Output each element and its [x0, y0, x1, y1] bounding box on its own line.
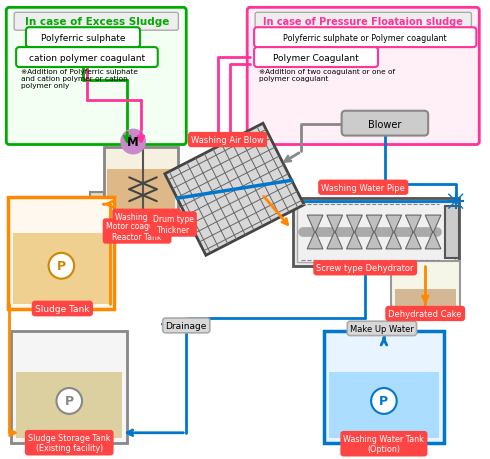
Bar — [329, 372, 439, 438]
FancyBboxPatch shape — [26, 28, 140, 48]
Circle shape — [49, 253, 74, 279]
Bar — [11, 332, 127, 443]
Polygon shape — [425, 216, 441, 234]
Polygon shape — [366, 231, 382, 249]
Text: Washing Water Tank
(Option): Washing Water Tank (Option) — [343, 434, 424, 453]
Text: Washing Water Pipe: Washing Water Pipe — [321, 183, 405, 192]
Text: Screw type Dehydrator: Screw type Dehydrator — [317, 263, 414, 273]
Bar — [13, 233, 110, 304]
Text: cation polymer coagulant: cation polymer coagulant — [29, 53, 145, 62]
Polygon shape — [346, 216, 362, 234]
Polygon shape — [406, 216, 421, 234]
Bar — [8, 198, 115, 309]
Text: In case of Excess Sludge: In case of Excess Sludge — [24, 17, 169, 27]
Polygon shape — [425, 231, 441, 249]
Text: ※Addition of two coagulant or one of
polymer coagulant: ※Addition of two coagulant or one of pol… — [259, 69, 395, 82]
FancyBboxPatch shape — [14, 13, 178, 31]
FancyBboxPatch shape — [254, 28, 476, 48]
Polygon shape — [386, 231, 402, 249]
Bar — [297, 203, 455, 262]
Polygon shape — [327, 216, 343, 234]
Bar — [294, 199, 459, 266]
Polygon shape — [386, 216, 402, 234]
Text: Dehydrated Cake: Dehydrated Cake — [389, 309, 462, 318]
Circle shape — [56, 388, 82, 414]
Text: Sludge Tank: Sludge Tank — [35, 304, 90, 313]
FancyBboxPatch shape — [255, 13, 471, 31]
Bar — [107, 170, 175, 224]
Text: ※Addition of Polyferric sulphate
and cation polymer or cation
polymer only: ※Addition of Polyferric sulphate and cat… — [21, 69, 138, 89]
Circle shape — [371, 388, 397, 414]
Bar — [104, 148, 178, 228]
Text: Washing Shower: Washing Shower — [115, 212, 179, 221]
FancyBboxPatch shape — [342, 112, 428, 136]
Polygon shape — [346, 231, 362, 249]
Bar — [16, 372, 122, 438]
Text: M: M — [127, 136, 139, 149]
Polygon shape — [406, 231, 421, 249]
Text: Washing Air Blow: Washing Air Blow — [191, 136, 264, 145]
Text: Drum type
Thickner: Drum type Thickner — [153, 215, 194, 234]
Circle shape — [122, 130, 145, 154]
Polygon shape — [165, 124, 304, 256]
Text: Sludge Storage Tank
(Existing facility): Sludge Storage Tank (Existing facility) — [28, 433, 110, 453]
Text: Drainage: Drainage — [166, 321, 207, 330]
Text: Polyferric sulphate: Polyferric sulphate — [41, 34, 125, 43]
Text: Make Up Water: Make Up Water — [350, 324, 414, 333]
FancyBboxPatch shape — [254, 48, 378, 68]
Text: Blower: Blower — [368, 119, 402, 129]
Text: P: P — [65, 395, 74, 408]
Bar — [445, 207, 459, 258]
Polygon shape — [366, 216, 382, 234]
Bar — [90, 193, 104, 213]
Text: P: P — [379, 395, 389, 408]
Text: In case of Pressure Floataion sludge: In case of Pressure Floataion sludge — [263, 17, 463, 27]
Bar — [391, 261, 460, 313]
Bar — [324, 332, 444, 443]
FancyBboxPatch shape — [247, 8, 479, 145]
FancyBboxPatch shape — [6, 8, 186, 145]
Bar — [395, 289, 456, 309]
Polygon shape — [327, 231, 343, 249]
Polygon shape — [307, 216, 323, 234]
FancyBboxPatch shape — [16, 48, 158, 68]
Polygon shape — [307, 231, 323, 249]
Text: Polymer Coagulant: Polymer Coagulant — [273, 53, 359, 62]
Text: P: P — [57, 260, 66, 273]
Text: Motor coagulant
Reactor Tank: Motor coagulant Reactor Tank — [106, 222, 169, 241]
Text: Polyferric sulphate or Polymer coagulant: Polyferric sulphate or Polymer coagulant — [283, 34, 447, 43]
